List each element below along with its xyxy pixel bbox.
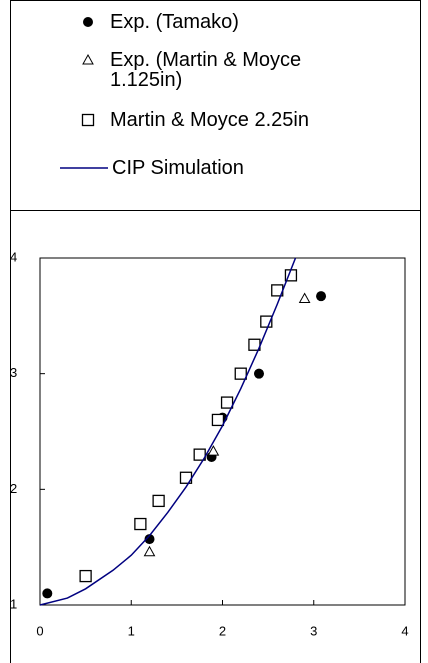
plot-frame xyxy=(39,257,406,606)
point xyxy=(134,517,147,531)
point xyxy=(298,292,311,303)
point xyxy=(42,588,53,599)
y-tick-label: 3 xyxy=(10,365,17,380)
point xyxy=(234,367,247,380)
point xyxy=(254,368,264,379)
legend-label: Exp. (Martin & Moyce 1.125in) xyxy=(110,49,302,91)
legend-label: Martin & Moyce 2.25in xyxy=(110,109,309,131)
legend-box xyxy=(10,0,421,211)
point xyxy=(316,291,327,302)
legend-label: Exp. (Tamako) xyxy=(110,11,239,33)
point xyxy=(79,569,92,583)
point xyxy=(211,413,225,427)
y-tick-label: 1 xyxy=(10,596,17,611)
legend-marker xyxy=(81,113,95,127)
point xyxy=(260,315,273,328)
point xyxy=(207,445,220,456)
y-tick-label: 4 xyxy=(10,249,17,264)
x-tick-label: 2 xyxy=(219,623,226,638)
line xyxy=(39,257,297,606)
legend-label: CIP Simulation xyxy=(112,157,244,179)
point xyxy=(220,396,234,409)
y-tick-label: 2 xyxy=(10,481,17,496)
x-tick-label: 0 xyxy=(36,623,43,638)
x-tick-label: 3 xyxy=(310,623,317,638)
x-tick-label: 4 xyxy=(401,623,408,638)
point xyxy=(143,545,156,557)
point xyxy=(152,494,165,508)
legend-marker xyxy=(82,53,94,65)
point xyxy=(144,534,155,545)
legend-marker xyxy=(83,17,93,27)
x-tick-label: 1 xyxy=(128,623,135,638)
point xyxy=(193,448,206,461)
